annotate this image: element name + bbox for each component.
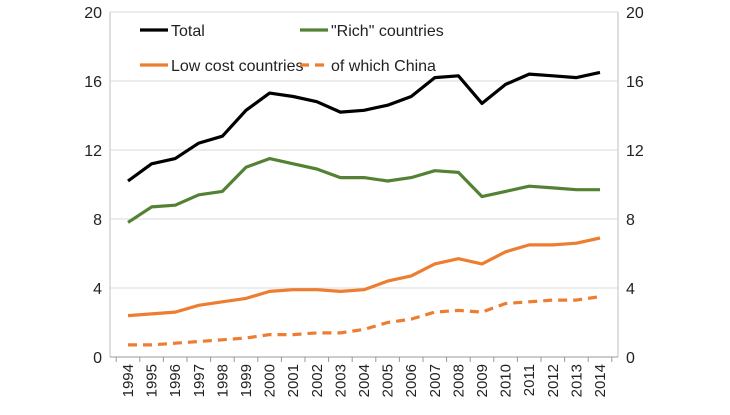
y-tick-label-right: 4 (626, 281, 635, 298)
series-line-3 (128, 295, 601, 347)
y-tick-label-right: 20 (626, 5, 644, 22)
x-tick-label: 2008 (450, 364, 467, 397)
x-tick-label: 1996 (167, 364, 184, 397)
legend-label: of which China (331, 58, 436, 75)
y-tick-label: 0 (93, 350, 102, 367)
x-tick-label: 2002 (309, 364, 326, 397)
y-tick-label-right: 0 (626, 350, 635, 367)
x-axis: 1994 1995 1996 1997 1998 1999 2000 2001 2002 2003… (115, 357, 613, 397)
x-tick-label: 2010 (498, 364, 515, 397)
series-line-0 (127, 70, 601, 183)
legend-label: "Rich" countries (331, 23, 444, 40)
series-line-1 (127, 157, 600, 224)
x-tick-label: 1998 (214, 364, 231, 397)
y-tick-label: 20 (84, 5, 102, 22)
x-tick-label: 1997 (191, 364, 208, 397)
y-tick-label: 16 (84, 74, 102, 91)
legend-label: Total (171, 23, 205, 40)
y-tick-label-right: 12 (626, 143, 644, 160)
x-tick-label: 2014 (592, 364, 609, 397)
x-tick-label: 2005 (380, 364, 397, 397)
x-tick-label: 2007 (427, 364, 444, 397)
x-tick-label: 1994 (120, 364, 137, 397)
y-tick-label: 8 (93, 212, 102, 229)
x-tick-label: 1995 (144, 364, 161, 397)
series-line-2 (127, 236, 601, 318)
y-axis-left: 0 4 8 12 16 20 (84, 5, 102, 367)
x-tick-label: 2004 (356, 364, 373, 397)
x-tick-label: 1999 (238, 364, 255, 397)
x-tick-label: 2011 (521, 364, 538, 396)
x-tick-label: 2012 (545, 364, 562, 397)
legend-label: Low cost countries (171, 58, 304, 75)
x-tick-label: 2003 (332, 364, 349, 397)
x-tick-label: 2009 (474, 364, 491, 397)
legend: Total "Rich" countries Low cost countries o… (140, 23, 444, 75)
y-tick-label: 4 (93, 281, 102, 298)
x-tick-label: 2006 (403, 364, 420, 397)
x-tick-label: 2001 (285, 364, 302, 397)
y-tick-label: 12 (84, 143, 102, 160)
x-tick-label: 2000 (262, 364, 279, 397)
y-tick-label-right: 8 (626, 212, 635, 229)
y-axis-right: 0 4 8 12 16 20 (626, 5, 644, 367)
x-tick-label: 2013 (568, 364, 585, 397)
gridlines (109, 11, 619, 358)
y-tick-label-right: 16 (626, 74, 644, 91)
series-lines (127, 70, 601, 347)
